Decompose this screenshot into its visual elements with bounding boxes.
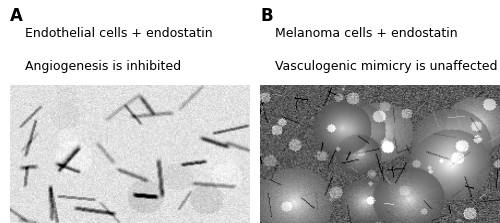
Text: B: B bbox=[260, 7, 272, 25]
Text: A: A bbox=[10, 7, 23, 25]
Text: Angiogenesis is inhibited: Angiogenesis is inhibited bbox=[25, 60, 181, 73]
Text: Vasculogenic mimicry is unaffected: Vasculogenic mimicry is unaffected bbox=[275, 60, 498, 73]
Text: Melanoma cells + endostatin: Melanoma cells + endostatin bbox=[275, 27, 458, 40]
Text: Endothelial cells + endostatin: Endothelial cells + endostatin bbox=[25, 27, 212, 40]
